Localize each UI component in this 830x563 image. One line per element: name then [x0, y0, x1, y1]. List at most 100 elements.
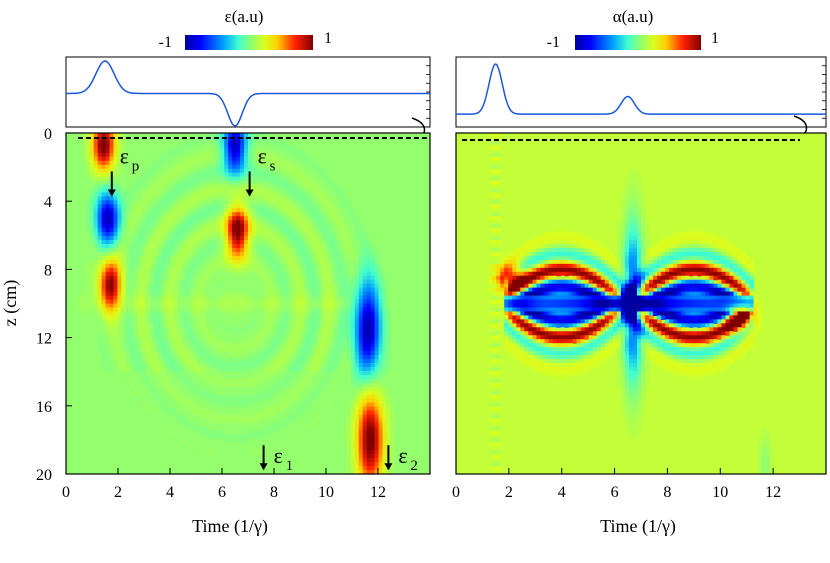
- heatmap-cell: [255, 359, 261, 364]
- heatmap-cell: [390, 462, 395, 467]
- heatmap-cell: [612, 271, 618, 277]
- heatmap-cell: [153, 271, 158, 277]
- heatmap-cell: [271, 188, 277, 194]
- heatmap-cell: [592, 359, 598, 364]
- heatmap-cell: [307, 279, 312, 285]
- heatmap-cell: [141, 374, 146, 380]
- heatmap-cell: [564, 339, 570, 344]
- heatmap-cell: [113, 279, 119, 285]
- heatmap-cell: [544, 287, 550, 293]
- heatmap-cell: [220, 136, 225, 142]
- heatmap-cell: [196, 390, 202, 396]
- heatmap-cell: [93, 275, 99, 281]
- heatmap-cell: [105, 196, 111, 202]
- heatmap-cell: [588, 339, 594, 344]
- heatmap-cell: [200, 247, 206, 253]
- heatmap-cell: [168, 359, 174, 364]
- heatmap-cell: [374, 394, 380, 400]
- heatmap-cell: [536, 362, 542, 368]
- heatmap-cell: [512, 295, 517, 301]
- heatmap-cell: [382, 323, 388, 328]
- heatmap-cell: [196, 255, 202, 261]
- heatmap-cell: [141, 263, 146, 269]
- heatmap-cell: [386, 422, 392, 428]
- heatmap-cell: [588, 271, 594, 277]
- heatmap-cell: [303, 382, 308, 388]
- heatmap-cell: [85, 295, 91, 301]
- heatmap-cell: [125, 331, 130, 336]
- heatmap-cell: [248, 152, 253, 158]
- heatmap-cell: [255, 188, 261, 194]
- heatmap-cell: [390, 426, 395, 431]
- heatmap-cell: [200, 255, 206, 261]
- heatmap-cell: [137, 355, 142, 360]
- heatmap-cell: [311, 204, 316, 209]
- heatmap-cell: [374, 374, 380, 380]
- heatmap-cell: [604, 299, 610, 305]
- heatmap-cell: [528, 283, 534, 289]
- heatmap-cell: [255, 394, 261, 400]
- heatmap-cell: [291, 208, 297, 213]
- heatmap-cell: [117, 267, 122, 273]
- heatmap-cell: [350, 212, 356, 217]
- heatmap-cell: [232, 394, 237, 400]
- heatmap-cell: [160, 263, 166, 269]
- heatmap-cell: [516, 355, 521, 360]
- heatmap-cell: [311, 236, 316, 241]
- heatmap-cell: [374, 343, 380, 348]
- heatmap-cell: [236, 168, 241, 174]
- heatmap-cell: [584, 267, 590, 273]
- heatmap-cell: [216, 263, 221, 269]
- heatmap-cell: [275, 402, 281, 408]
- heatmap-cell: [172, 259, 178, 265]
- heatmap-cell: [346, 458, 352, 463]
- heatmap-cell: [354, 390, 360, 396]
- heatmap-cell: [259, 339, 265, 344]
- heatmap-cell: [251, 450, 257, 455]
- heatmap-cell: [172, 315, 178, 320]
- heatmap-cell: [386, 323, 392, 328]
- heatmap-cell: [323, 370, 328, 376]
- heatmap-cell: [117, 351, 122, 356]
- heatmap-cell: [303, 374, 308, 380]
- heatmap-cell: [137, 228, 142, 233]
- heatmap-cell: [350, 299, 356, 305]
- heatmap-cell: [184, 351, 190, 356]
- heatmap-cell: [267, 319, 273, 324]
- heatmap-cell: [248, 398, 253, 404]
- heatmap-cell: [319, 228, 324, 233]
- heatmap-cell: [366, 351, 372, 356]
- heatmap-cell: [244, 366, 249, 372]
- heatmap-cell: [592, 339, 598, 344]
- heatmap-cell: [216, 164, 221, 170]
- heatmap-cell: [327, 200, 332, 205]
- heatmap-cell: [342, 228, 348, 233]
- heatmap-cell: [323, 168, 328, 174]
- heatmap-cell: [117, 319, 122, 324]
- heatmap-cell: [255, 378, 261, 384]
- heatmap-cell: [378, 291, 384, 297]
- heatmap-cell: [121, 168, 126, 174]
- heatmap-cell: [327, 208, 332, 213]
- heatmap-cell: [157, 362, 162, 368]
- heatmap-cell: [378, 327, 384, 332]
- heatmap-cell: [390, 402, 395, 408]
- heatmap-cell: [592, 251, 598, 257]
- heatmap-cell: [279, 366, 285, 372]
- heatmap-cell: [113, 335, 119, 340]
- heatmap-cell: [342, 275, 348, 281]
- heatmap-cell: [592, 307, 598, 313]
- heatmap-cell: [196, 291, 202, 297]
- heatmap-cell: [283, 291, 289, 297]
- heatmap-cell: [616, 287, 622, 293]
- heatmap-cell: [196, 295, 202, 301]
- heatmap-cell: [556, 299, 562, 305]
- heatmap-cell: [184, 180, 190, 186]
- heatmap-cell: [374, 327, 380, 332]
- heatmap-cell: [255, 133, 261, 138]
- heatmap-cell: [548, 307, 554, 313]
- heatmap-cell: [346, 291, 352, 297]
- heatmap-cell: [200, 315, 206, 320]
- heatmap-cell: [548, 267, 554, 273]
